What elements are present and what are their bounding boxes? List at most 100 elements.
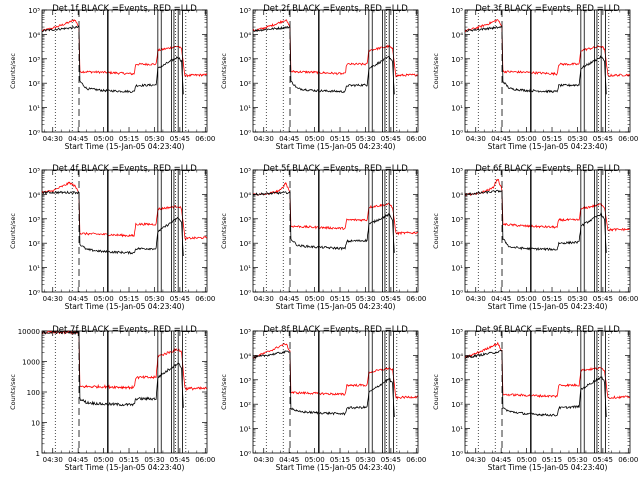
y-tick-label: 10³ bbox=[28, 56, 40, 64]
events-series-line bbox=[253, 25, 395, 95]
y-tick-label: 10⁵ bbox=[451, 328, 463, 336]
y-tick-label: 10¹ bbox=[451, 105, 463, 113]
y-tick-label: 10⁴ bbox=[451, 191, 463, 199]
events-series-line bbox=[253, 190, 395, 253]
panel-2: 10⁰ 10¹ 10² 10³ 10⁴ 10⁵ 04:30 04:45 05:00 05:15 05… bbox=[220, 4, 426, 151]
y-axis-label: Counts/sec bbox=[220, 53, 228, 89]
y-tick-label: 10³ bbox=[239, 377, 251, 385]
panel-8: 10⁰ 10¹ 10² 10³ 10⁴ 10⁵ 04:30 04:45 05:00 05:15 05… bbox=[220, 325, 426, 472]
panel-title: Det 3f BLACK =Events, RED =LLD bbox=[475, 4, 620, 14]
x-tick-label: 05:45 bbox=[593, 135, 613, 143]
y-tick-label: 10³ bbox=[451, 377, 463, 385]
y-tick-label: 10⁴ bbox=[451, 352, 463, 360]
y-axis-label: Counts/sec bbox=[9, 374, 17, 410]
x-axis-label: Start Time (15-Jan-05 04:23:40) bbox=[276, 142, 396, 151]
x-tick-label: 05:15 bbox=[119, 135, 139, 143]
x-tick-label: 04:45 bbox=[279, 135, 299, 143]
y-tick-label: 1 bbox=[36, 450, 40, 458]
y-tick-label: 1000 bbox=[22, 359, 40, 367]
y-tick-label: 10¹ bbox=[28, 105, 40, 113]
lld-series-line bbox=[465, 19, 630, 77]
y-tick-label: 10³ bbox=[28, 216, 40, 224]
x-tick-label: 04:30 bbox=[43, 295, 63, 303]
events-series-line bbox=[465, 25, 607, 95]
x-axis-label: Start Time (15-Jan-05 04:23:40) bbox=[488, 142, 608, 151]
panel-title: Det 9f BLACK =Events, RED =LLD bbox=[475, 325, 620, 335]
x-tick-label: 05:00 bbox=[516, 456, 536, 464]
events-series-line bbox=[42, 190, 184, 257]
x-tick-label: 05:00 bbox=[93, 295, 113, 303]
x-tick-label: 04:30 bbox=[43, 135, 63, 143]
panel-6: 10⁰ 10¹ 10² 10³ 10⁴ 10⁵ 04:30 04:45 05:00 05:15 05… bbox=[432, 164, 638, 311]
x-tick-label: 05:45 bbox=[593, 456, 613, 464]
events-series-line bbox=[42, 25, 184, 95]
x-tick-label: 05:30 bbox=[355, 295, 375, 303]
y-tick-label: 10⁵ bbox=[239, 328, 251, 336]
x-tick-label: 05:15 bbox=[119, 456, 139, 464]
x-tick-label: 04:45 bbox=[491, 295, 511, 303]
y-tick-label: 10⁵ bbox=[28, 7, 40, 15]
y-tick-label: 10³ bbox=[239, 216, 251, 224]
x-axis-label: Start Time (15-Jan-05 04:23:40) bbox=[65, 463, 185, 472]
x-axis-label: Start Time (15-Jan-05 04:23:40) bbox=[488, 302, 608, 311]
y-axis-label: Counts/sec bbox=[220, 213, 228, 249]
panel-9: 10⁰ 10¹ 10² 10³ 10⁴ 10⁵ 04:30 04:45 05:00 05:15 05… bbox=[432, 325, 638, 472]
lld-series-line bbox=[253, 181, 418, 236]
x-tick-label: 06:00 bbox=[406, 295, 426, 303]
lld-series-line bbox=[253, 343, 418, 400]
x-tick-label: 04:45 bbox=[279, 456, 299, 464]
x-tick-label: 05:00 bbox=[304, 135, 324, 143]
x-axis-label: Start Time (15-Jan-05 04:23:40) bbox=[276, 463, 396, 472]
y-tick-label: 10⁴ bbox=[28, 191, 40, 199]
y-tick-label: 10⁰ bbox=[239, 450, 251, 458]
lld-series-line bbox=[253, 19, 418, 78]
y-tick-label: 10⁴ bbox=[239, 352, 251, 360]
panel-7: 1 10 100 1000 10000 04:30 04:45 05:00 05:15 05:30… bbox=[9, 325, 215, 472]
plot-frame bbox=[252, 169, 419, 293]
y-tick-label: 100 bbox=[27, 389, 40, 397]
x-tick-label: 04:45 bbox=[279, 295, 299, 303]
events-series-line bbox=[42, 331, 184, 408]
x-tick-label: 04:30 bbox=[254, 135, 274, 143]
panel-3: 10⁰ 10¹ 10² 10³ 10⁴ 10⁵ 04:30 04:45 05:00 05:15 05… bbox=[432, 4, 638, 151]
lld-series-line bbox=[465, 178, 630, 232]
y-tick-label: 10¹ bbox=[239, 265, 251, 273]
y-tick-label: 10⁰ bbox=[451, 289, 463, 297]
x-tick-label: 05:30 bbox=[355, 456, 375, 464]
x-tick-label: 05:15 bbox=[542, 295, 562, 303]
x-tick-label: 06:00 bbox=[195, 135, 215, 143]
x-tick-label: 05:15 bbox=[330, 135, 350, 143]
events-series-line bbox=[465, 349, 607, 418]
x-tick-label: 04:45 bbox=[68, 456, 88, 464]
y-tick-label: 10⁰ bbox=[28, 289, 40, 297]
x-tick-label: 06:00 bbox=[618, 295, 638, 303]
lld-series-line bbox=[42, 19, 207, 78]
x-tick-label: 06:00 bbox=[195, 456, 215, 464]
x-tick-label: 04:30 bbox=[466, 135, 486, 143]
x-tick-label: 06:00 bbox=[406, 456, 426, 464]
plot-frame bbox=[41, 169, 208, 293]
x-tick-label: 05:15 bbox=[330, 456, 350, 464]
y-axis-label: Counts/sec bbox=[220, 374, 228, 410]
x-tick-label: 04:30 bbox=[466, 456, 486, 464]
panel-title: Det 8f BLACK =Events, RED =LLD bbox=[263, 325, 408, 335]
y-axis-label: Counts/sec bbox=[9, 213, 17, 249]
y-tick-label: 10⁴ bbox=[28, 31, 40, 39]
x-tick-label: 04:45 bbox=[491, 135, 511, 143]
plot-frame bbox=[252, 330, 419, 454]
y-tick-label: 10² bbox=[451, 240, 463, 248]
y-tick-label: 10¹ bbox=[239, 426, 251, 434]
x-axis-label: Start Time (15-Jan-05 04:23:40) bbox=[65, 302, 185, 311]
x-tick-label: 05:45 bbox=[381, 135, 401, 143]
events-series-line bbox=[253, 350, 395, 418]
plot-frame bbox=[464, 330, 631, 454]
y-tick-label: 10² bbox=[239, 240, 251, 248]
plot-frame bbox=[252, 9, 419, 133]
x-tick-label: 05:45 bbox=[593, 295, 613, 303]
y-tick-label: 10¹ bbox=[239, 105, 251, 113]
x-tick-label: 05:30 bbox=[567, 456, 587, 464]
y-axis-label: Counts/sec bbox=[432, 374, 440, 410]
x-tick-label: 05:00 bbox=[93, 456, 113, 464]
y-tick-label: 10⁴ bbox=[239, 191, 251, 199]
